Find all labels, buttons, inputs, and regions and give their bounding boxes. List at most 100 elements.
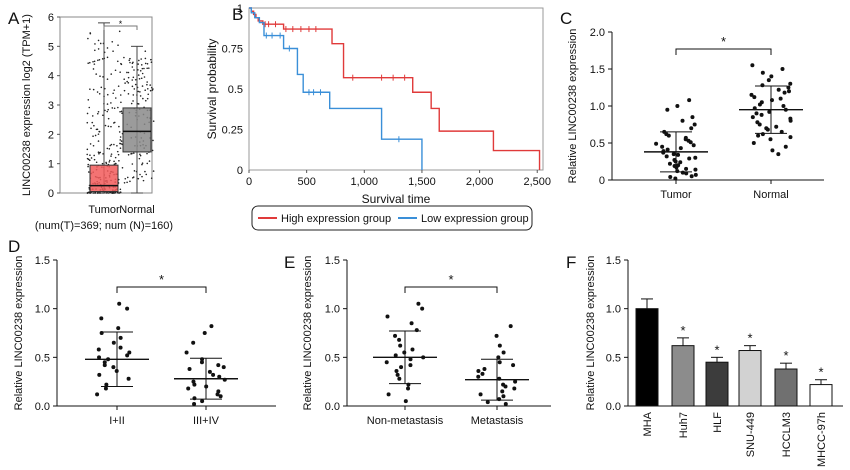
- panel-f-x-tick-label: SNU-449: [745, 412, 757, 457]
- panel-c-data-point: [780, 67, 785, 71]
- panel-a-point: [106, 93, 109, 96]
- panel-a-point: [120, 101, 122, 104]
- panel-b-x-tick-label: 0: [246, 176, 252, 188]
- panel-c-data-point: [781, 104, 786, 108]
- panel-a-point: [107, 117, 110, 120]
- panel-d-data-point: [186, 386, 191, 391]
- panel-a-point: [102, 76, 104, 78]
- panel-e-data-point: [385, 314, 390, 319]
- panel-c-data-point: [664, 154, 669, 159]
- panel-d-data-point: [191, 340, 196, 345]
- panel-c-data-point: [680, 170, 685, 175]
- panel-e-significance-star: *: [448, 272, 453, 287]
- panel-c-data-point: [768, 137, 773, 142]
- panel-c-data-point: [788, 116, 793, 121]
- panel-a-x-label: Tumor: [88, 204, 120, 216]
- panel-a-point: [87, 37, 89, 40]
- panel-d-data-point: [95, 392, 100, 397]
- panel-a-y-tick-label: 3: [48, 100, 54, 112]
- panel-a-point: [131, 163, 134, 165]
- panel-d-data-point: [207, 369, 212, 374]
- panel-f-bar-mha: [635, 308, 659, 407]
- panel-e-data-point: [503, 402, 508, 407]
- panel-c-data-point: [693, 155, 698, 160]
- panel-a-point: [111, 107, 114, 109]
- panel-a-significance-bracket: [103, 25, 138, 30]
- panel-e-data-point: [393, 353, 398, 358]
- panel-a-point: [144, 89, 146, 92]
- panel-f-significance-star: *: [818, 365, 823, 380]
- panel-a-point: [97, 133, 100, 135]
- panel-d-data-point: [111, 365, 116, 370]
- panel-c-data-point: [759, 100, 764, 105]
- panel-a-point: [139, 173, 141, 176]
- panel-a-point: [89, 88, 91, 90]
- panel-a-point: [149, 89, 152, 92]
- panel-a-point: [144, 170, 146, 173]
- panel-a-point: [138, 77, 141, 80]
- panel-a-point: [106, 47, 109, 49]
- panel-a-point: [152, 170, 155, 172]
- panel-d-data-point: [216, 389, 221, 394]
- panel-a-point: [94, 43, 96, 45]
- panel-a-point: [133, 170, 136, 172]
- panel-a-point: [87, 158, 90, 161]
- panel-d-data-point: [217, 374, 222, 379]
- panel-e-data-point: [480, 371, 485, 376]
- panel-a-point: [129, 57, 131, 60]
- panel-b-y-tick-label: 1: [237, 3, 243, 15]
- panel-a-point: [92, 88, 95, 91]
- panel-a-point: [87, 165, 89, 168]
- panel-f-bar-huh7: [671, 345, 695, 407]
- panel-a-point: [97, 140, 100, 142]
- panel-a-point: [117, 85, 120, 87]
- panel-b-x-tick-label: 500: [297, 176, 315, 188]
- panel-d-data-point: [97, 355, 102, 360]
- panel-a-point: [98, 151, 100, 154]
- panel-c-y-tick-label: 2.0: [590, 27, 605, 39]
- panel-e-y-tick-label: 0.0: [325, 401, 340, 413]
- panel-a-point: [92, 144, 95, 147]
- panel-a-point: [152, 139, 154, 142]
- panel-c-data-point: [675, 104, 680, 108]
- panel-c-data-point: [689, 174, 694, 179]
- panel-c-data-point: [691, 143, 696, 148]
- panel-c-data-point: [769, 74, 774, 79]
- panel-a-point: [100, 86, 103, 89]
- panel-c-data-point: [760, 70, 765, 75]
- panel-d-data-point: [202, 331, 207, 335]
- panel-a-point: [94, 192, 97, 194]
- panel-a-point: [111, 40, 114, 43]
- panel-e-data-point: [508, 324, 513, 329]
- panel-a-point: [109, 159, 111, 162]
- panel-a-point: [113, 121, 116, 124]
- panel-c-data-point: [676, 152, 681, 157]
- panel-e-data-point: [397, 337, 402, 342]
- panel-f-x-tick-label: HLF: [712, 412, 724, 433]
- panel-a-point: [114, 156, 117, 159]
- panel-c-data-point: [782, 90, 787, 95]
- panel-a-point: [138, 157, 141, 160]
- panel-a-point: [145, 173, 148, 176]
- panel-a-point: [146, 83, 148, 86]
- panel-a-point: [91, 115, 94, 117]
- panel-d-data-point: [126, 376, 131, 381]
- panel-e-data-point: [386, 392, 391, 397]
- panel-a-point: [110, 143, 113, 146]
- panel-a-point: [117, 44, 119, 47]
- panel-a-point: [140, 64, 143, 66]
- panel-d-y-tick-label: 0.5: [35, 352, 50, 364]
- panel-a-point: [118, 125, 120, 128]
- panel-d-y-tick-label: 1.5: [35, 255, 50, 267]
- panel-c-data-point: [683, 135, 688, 140]
- panel-d-data-point: [118, 345, 123, 350]
- panel-d-significance-star: *: [159, 272, 164, 287]
- panel-a-point: [150, 177, 153, 179]
- panel-d-data-point: [184, 350, 189, 355]
- panel-a-point: [132, 61, 134, 64]
- panel-a-point: [120, 62, 122, 65]
- panel-d-y-tick-label: 1.0: [35, 304, 50, 316]
- panel-c-significance-star: *: [721, 34, 726, 49]
- panel-e-data-point: [395, 372, 400, 377]
- panel-a-point: [141, 85, 144, 87]
